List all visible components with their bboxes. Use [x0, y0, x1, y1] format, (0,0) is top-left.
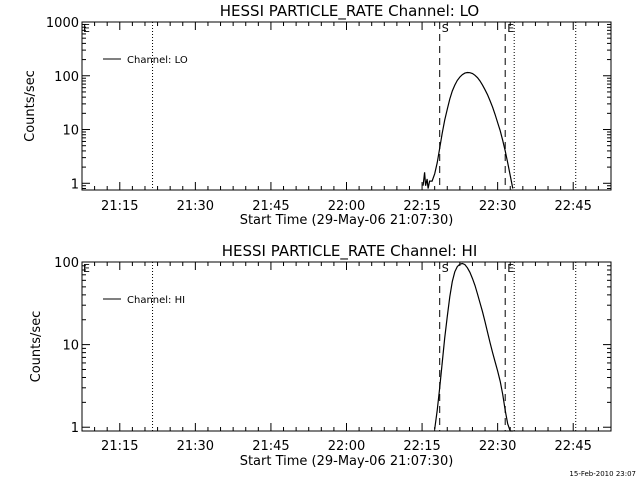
- chart-0-xtick-label-6: 22:45: [554, 199, 591, 214]
- chart-lo-panel: HESSI PARTICLE_RATE Channel: LO 21:15 21:3…: [23, 2, 612, 228]
- chart-0-xlabel: Start Time (29-May-06 21:07:30): [240, 213, 454, 228]
- footer-timestamp: 15-Feb-2010 23:07: [569, 470, 636, 478]
- chart-0-xtick-label-0: 21:15: [101, 199, 138, 214]
- chart-0-marker-label-E: E: [507, 22, 514, 35]
- chart-0-left-marker-label: E: [83, 22, 90, 35]
- chart-0-plot-frame: [81, 21, 612, 191]
- chart-1-left-marker-label: E: [83, 262, 90, 275]
- chart-1-marker-label-S: S: [442, 262, 449, 275]
- chart-0-xtick-label-2: 21:45: [252, 199, 289, 214]
- chart-1-ytick-label-0: 1: [71, 421, 79, 436]
- chart-1-xtick-label-2: 21:45: [252, 439, 289, 454]
- chart-1-marker-label-E: E: [507, 262, 514, 275]
- chart-1-xtick-label-4: 22:15: [403, 439, 440, 454]
- chart-1-xtick-label-1: 21:30: [177, 439, 214, 454]
- chart-0-legend-label: Channel: LO: [127, 55, 188, 66]
- chart-1-series-0-line: [434, 262, 513, 432]
- chart-1-legend-label: Channel: HI: [127, 295, 185, 306]
- chart-1-xtick-label-5: 22:30: [479, 439, 516, 454]
- chart-1-plot-frame: [81, 261, 612, 432]
- chart-1-xlabel: Start Time (29-May-06 21:07:30): [240, 454, 454, 469]
- chart-1-ylabel: Counts/sec: [29, 311, 44, 383]
- chart-1-title: HESSI PARTICLE_RATE Channel: HI: [222, 242, 478, 261]
- chart-0-ylabel: Counts/sec: [23, 70, 38, 142]
- chart-0-ytick-label-0: 1: [71, 177, 79, 192]
- chart-0-series-0-line: [422, 71, 514, 189]
- chart-0-xtick-label-1: 21:30: [177, 199, 214, 214]
- chart-0-xtick-label-4: 22:15: [403, 199, 440, 214]
- chart-1-xtick-label-0: 21:15: [101, 439, 138, 454]
- chart-0-xtick-label-3: 22:00: [328, 199, 365, 214]
- chart-0-ytick-label-3: 1000: [46, 16, 79, 31]
- chart-0-ytick-label-2: 100: [54, 70, 79, 85]
- chart-1-xtick-label-3: 22:00: [328, 439, 365, 454]
- chart-0-title: HESSI PARTICLE_RATE Channel: LO: [220, 2, 479, 21]
- chart-hi-panel: HESSI PARTICLE_RATE Channel: HI 21:15 21:3…: [29, 242, 612, 469]
- chart-1-xtick-label-6: 22:45: [554, 439, 591, 454]
- chart-1-ytick-label-1: 10: [62, 339, 79, 354]
- chart-1-ytick-label-2: 100: [54, 256, 79, 271]
- chart-0-marker-label-S: S: [442, 22, 449, 35]
- chart-0-xtick-label-5: 22:30: [479, 199, 516, 214]
- chart-0-ytick-label-1: 10: [62, 124, 79, 139]
